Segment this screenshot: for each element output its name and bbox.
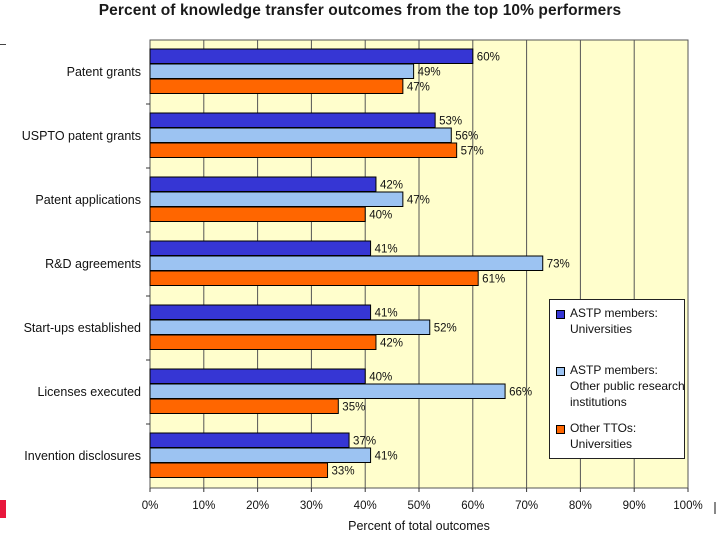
category-label: Patent applications bbox=[35, 193, 141, 207]
bar-value-label: 41% bbox=[375, 308, 398, 320]
category-label: R&D agreements bbox=[45, 257, 141, 271]
bar-value-label: 41% bbox=[375, 244, 398, 256]
x-tick-label: 0% bbox=[142, 500, 159, 512]
bar bbox=[149, 334, 377, 350]
bar bbox=[149, 383, 506, 399]
bar bbox=[149, 240, 372, 256]
legend-label: ASTP members: Universities bbox=[570, 306, 658, 336]
bar-value-label: 73% bbox=[547, 259, 570, 271]
bar bbox=[149, 447, 372, 463]
bar-value-label: 42% bbox=[380, 180, 403, 192]
bar bbox=[149, 368, 366, 384]
bar-value-label: 37% bbox=[353, 436, 376, 448]
bar-value-label: 66% bbox=[509, 387, 532, 399]
x-tick-label: 90% bbox=[623, 500, 646, 512]
bar-value-label: 61% bbox=[482, 274, 505, 286]
bar bbox=[149, 255, 544, 271]
legend-item-astp-universities: ASTP members: Universities bbox=[556, 305, 688, 337]
category-label: Licenses executed bbox=[37, 385, 141, 399]
x-tick-label: 20% bbox=[246, 500, 269, 512]
legend-swatch bbox=[556, 425, 565, 434]
x-tick-label: 70% bbox=[515, 500, 538, 512]
slide-edge-marker bbox=[0, 44, 6, 45]
bar bbox=[149, 127, 452, 143]
bar-value-label: 57% bbox=[461, 146, 484, 158]
bar bbox=[149, 112, 436, 128]
bar bbox=[149, 432, 350, 448]
bar bbox=[149, 270, 479, 286]
bar-value-label: 40% bbox=[369, 372, 392, 384]
category-labels: Patent grants USPTO patent grants Patent a… bbox=[22, 65, 150, 463]
bar-value-label: 40% bbox=[369, 210, 392, 222]
legend: ASTP members: Universities ASTP members:… bbox=[549, 299, 685, 459]
bar bbox=[149, 462, 329, 478]
x-tick-labels: 0% 10% 20% 30% 40% 50% 60% 70% 80% 90% 100% bbox=[142, 488, 703, 512]
chart-title: Percent of knowledge transfer outcomes f… bbox=[98, 2, 622, 19]
bar bbox=[149, 176, 377, 192]
bar bbox=[149, 191, 404, 207]
x-tick-label: 60% bbox=[461, 500, 484, 512]
x-tick-label: 100% bbox=[673, 500, 702, 512]
bar-value-label: 41% bbox=[375, 451, 398, 463]
legend-swatch bbox=[556, 310, 565, 319]
bar-value-label: 47% bbox=[407, 195, 430, 207]
bar-value-label: 35% bbox=[342, 402, 365, 414]
category-label: Patent grants bbox=[67, 65, 141, 79]
legend-label: ASTP members: Other public research inst… bbox=[570, 363, 685, 409]
bar bbox=[149, 63, 415, 79]
bar-value-label: 56% bbox=[455, 131, 478, 143]
bar bbox=[149, 78, 404, 94]
bar-value-label: 52% bbox=[434, 323, 457, 335]
bar-value-label: 49% bbox=[418, 67, 441, 79]
bar bbox=[149, 398, 339, 414]
bars: 60% 49% 47% 53% 56% 57% 42% 47% 40% 41% 73% 61% 41% 5… bbox=[149, 48, 570, 478]
legend-item-astp-other-institutions: ASTP members: Other public research inst… bbox=[556, 362, 688, 410]
legend-item-other-ttos: Other TTOs: Universities bbox=[556, 420, 688, 452]
slide-edge-marker bbox=[714, 502, 716, 514]
bar-value-label: 53% bbox=[439, 116, 462, 128]
bar bbox=[149, 142, 458, 158]
x-axis-title: Percent of total outcomes bbox=[348, 519, 490, 533]
legend-swatch bbox=[556, 367, 565, 376]
bar bbox=[149, 48, 474, 64]
bar-value-label: 42% bbox=[380, 338, 403, 350]
x-tick-label: 80% bbox=[569, 500, 592, 512]
x-tick-label: 30% bbox=[300, 500, 323, 512]
x-tick-label: 10% bbox=[192, 500, 215, 512]
bar bbox=[149, 304, 372, 320]
bar bbox=[149, 319, 431, 335]
bar-value-label: 60% bbox=[477, 52, 500, 64]
bar bbox=[149, 206, 366, 222]
category-label: Invention disclosures bbox=[24, 449, 141, 463]
bar-value-label: 47% bbox=[407, 82, 430, 94]
slide-edge-marker bbox=[0, 500, 6, 518]
x-tick-label: 40% bbox=[354, 500, 377, 512]
category-label: Start-ups established bbox=[24, 321, 141, 335]
bar-value-label: 33% bbox=[332, 466, 355, 478]
category-label: USPTO patent grants bbox=[22, 129, 141, 143]
legend-label: Other TTOs: Universities bbox=[570, 421, 637, 451]
x-tick-label: 50% bbox=[407, 500, 430, 512]
